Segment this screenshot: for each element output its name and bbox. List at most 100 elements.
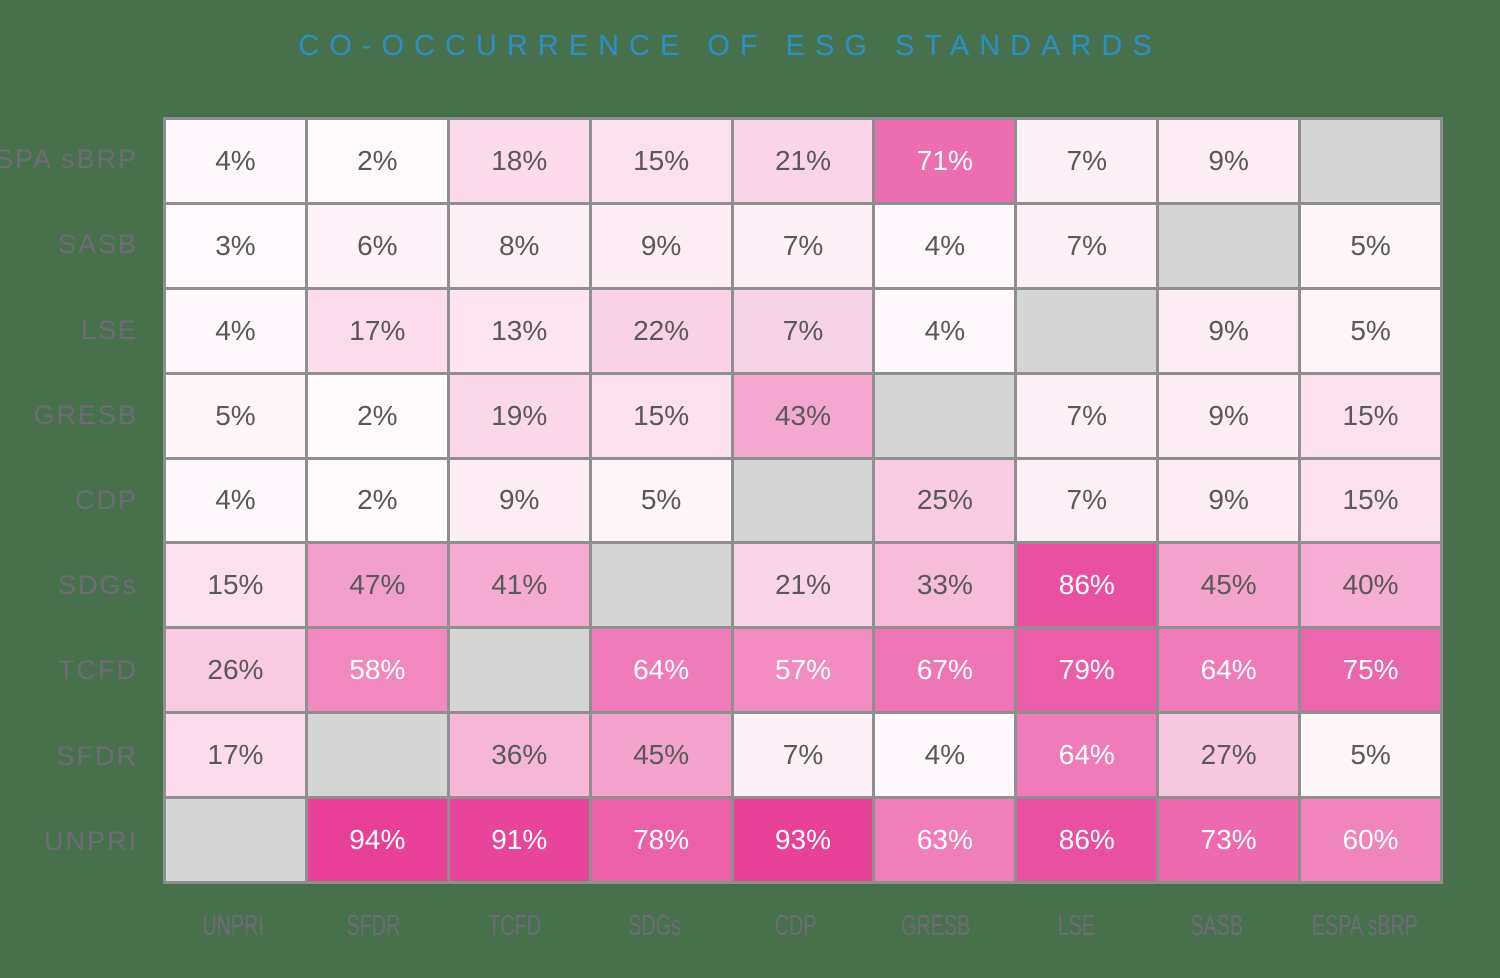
heatmap-cell: 26% [166, 629, 305, 712]
heatmap-cell: 15% [1301, 374, 1440, 457]
heatmap-cell [449, 629, 589, 712]
heatmap-cell: 73% [1159, 799, 1299, 881]
heatmap-cell: 7% [733, 204, 873, 287]
heatmap-cell: 15% [591, 374, 731, 457]
heatmap-cell: 9% [1159, 120, 1299, 202]
heatmap-cell: 79% [1017, 629, 1157, 712]
heatmap-cell: 5% [591, 459, 731, 542]
row-label: GRESB [33, 399, 138, 430]
row-labels: ESPA sBRP SASB LSE GRESB CDP SDGs TCFD SFDR UNPR… [0, 117, 140, 884]
heatmap-cell: 5% [1301, 204, 1440, 287]
heatmap-cell: 7% [1017, 374, 1157, 457]
heatmap-cell: 17% [307, 289, 447, 372]
heatmap-cell [1159, 204, 1299, 287]
column-label: LSE [1057, 909, 1096, 942]
heatmap-cell: 4% [875, 204, 1015, 287]
heatmap-cell: 7% [1017, 120, 1157, 202]
heatmap-cell: 4% [166, 120, 305, 202]
heatmap-cell: 2% [307, 459, 447, 542]
row-label: TCFD [58, 655, 138, 686]
column-label: TCFD [488, 909, 541, 942]
heatmap-cell: 5% [166, 374, 305, 457]
heatmap-cell: 5% [1301, 289, 1440, 372]
heatmap-cell: 5% [1301, 714, 1440, 797]
heatmap-cell: 63% [875, 799, 1015, 881]
heatmap-cell: 25% [875, 459, 1015, 542]
heatmap-cell: 57% [733, 629, 873, 712]
heatmap-cell [1017, 289, 1157, 372]
heatmap-cell: 15% [166, 544, 305, 627]
heatmap-cell: 4% [875, 289, 1015, 372]
column-label: SASB [1190, 909, 1244, 942]
heatmap-cell: 94% [307, 799, 447, 881]
heatmap-cell: 3% [166, 204, 305, 287]
heatmap-grid: 4% 2% 18% 15% 21% 71% 7% 9% 3% 6% 8% 9% 7% 4% 7% 5% 4% 17… [163, 117, 1443, 884]
heatmap-cell: 40% [1301, 544, 1440, 627]
heatmap-cell: 47% [307, 544, 447, 627]
heatmap-cell [733, 459, 873, 542]
heatmap-cell: 2% [307, 120, 447, 202]
heatmap-cell: 45% [1159, 544, 1299, 627]
heatmap-cell: 64% [1017, 714, 1157, 797]
heatmap-cell: 21% [733, 544, 873, 627]
heatmap-cell: 4% [166, 459, 305, 542]
heatmap-cell: 33% [875, 544, 1015, 627]
heatmap-cell: 9% [449, 459, 589, 542]
heatmap-cell [307, 714, 447, 797]
heatmap-cell: 7% [733, 714, 873, 797]
heatmap-cell: 17% [166, 714, 305, 797]
heatmap-cell: 67% [875, 629, 1015, 712]
heatmap-cell: 7% [1017, 204, 1157, 287]
column-label: SDGs [628, 909, 682, 942]
row-label: SASB [57, 229, 138, 260]
row-label: ESPA sBRP [0, 144, 138, 175]
heatmap-cell: 9% [591, 204, 731, 287]
column-labels: UNPRI SFDR TCFD SDGs CDP GRESB LSE SASB ESPA sBR… [163, 898, 1443, 954]
heatmap-cell: 27% [1159, 714, 1299, 797]
column-label: SFDR [346, 909, 401, 942]
heatmap-cell: 43% [733, 374, 873, 457]
heatmap-cell: 9% [1159, 289, 1299, 372]
heatmap-cell: 22% [591, 289, 731, 372]
heatmap-cell: 8% [449, 204, 589, 287]
heatmap-cell [1301, 120, 1440, 202]
heatmap-cell: 9% [1159, 374, 1299, 457]
heatmap-cell: 15% [1301, 459, 1440, 542]
column-label: ESPA sBRP [1312, 909, 1419, 942]
heatmap-cell: 41% [449, 544, 589, 627]
heatmap-cell: 75% [1301, 629, 1440, 712]
heatmap-cell: 18% [449, 120, 589, 202]
row-label: CDP [74, 484, 138, 515]
heatmap-cell: 15% [591, 120, 731, 202]
heatmap-cell: 36% [449, 714, 589, 797]
heatmap-cell: 4% [166, 289, 305, 372]
heatmap-cell: 6% [307, 204, 447, 287]
chart-title: CO-OCCURRENCE OF ESG STANDARDS [298, 30, 1162, 62]
heatmap-cell: 45% [591, 714, 731, 797]
heatmap-cell: 64% [1159, 629, 1299, 712]
row-label: SDGs [57, 570, 138, 601]
heatmap-cell: 86% [1017, 544, 1157, 627]
heatmap-cell: 13% [449, 289, 589, 372]
row-label: UNPRI [43, 825, 138, 856]
heatmap-cell: 60% [1301, 799, 1440, 881]
heatmap-cell [875, 374, 1015, 457]
heatmap-cell: 86% [1017, 799, 1157, 881]
heatmap-cell: 93% [733, 799, 873, 881]
heatmap-cell: 7% [733, 289, 873, 372]
heatmap-cell: 91% [449, 799, 589, 881]
heatmap-cell: 71% [875, 120, 1015, 202]
heatmap-cell [166, 799, 305, 881]
row-label: SFDR [56, 740, 138, 771]
column-label: GRESB [901, 909, 971, 942]
heatmap-cell: 7% [1017, 459, 1157, 542]
heatmap-cell: 2% [307, 374, 447, 457]
heatmap-cell: 4% [875, 714, 1015, 797]
column-label: UNPRI [202, 909, 264, 942]
column-label: CDP [774, 909, 817, 942]
row-label: LSE [80, 314, 138, 345]
heatmap-cell: 78% [591, 799, 731, 881]
heatmap-cell: 9% [1159, 459, 1299, 542]
heatmap-cell: 21% [733, 120, 873, 202]
